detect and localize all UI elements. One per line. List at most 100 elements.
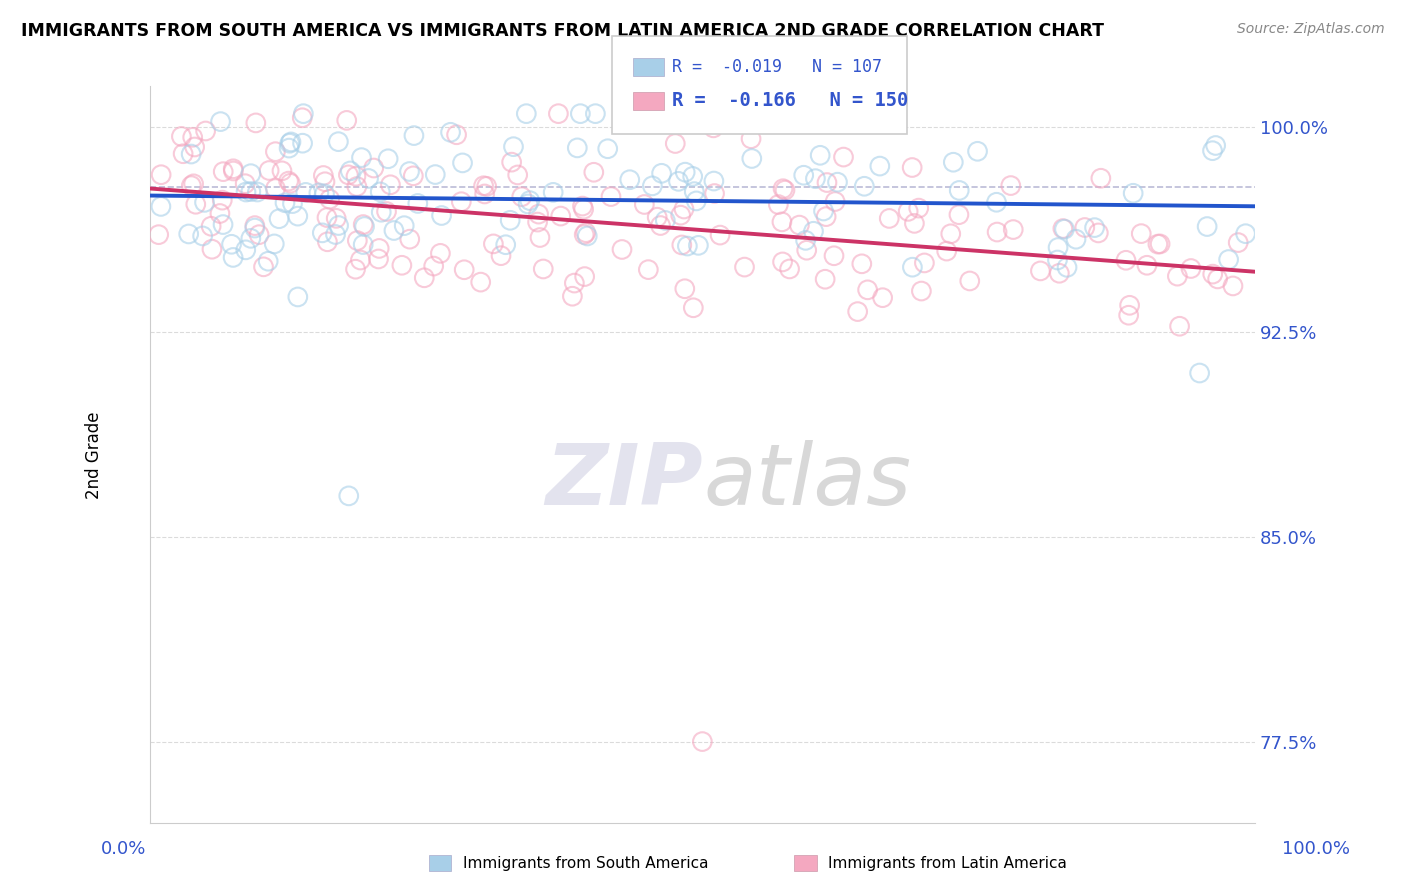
- Point: [815, 210, 838, 224]
- Point: [1201, 144, 1223, 158]
- Point: [703, 186, 725, 201]
- Point: [183, 177, 205, 191]
- Point: [654, 213, 676, 227]
- Point: [328, 135, 350, 149]
- Point: [222, 161, 245, 176]
- Point: [280, 176, 302, 190]
- Point: [1029, 264, 1052, 278]
- Point: [243, 219, 266, 233]
- Point: [633, 197, 655, 211]
- Point: [429, 246, 451, 260]
- Point: [475, 179, 498, 194]
- Text: ZIP: ZIP: [546, 440, 703, 524]
- Point: [245, 116, 267, 130]
- Point: [325, 211, 347, 226]
- Point: [948, 183, 970, 197]
- Point: [582, 165, 605, 179]
- Point: [247, 227, 270, 242]
- Point: [772, 182, 794, 196]
- Point: [287, 209, 309, 223]
- Point: [832, 150, 855, 164]
- Point: [294, 186, 316, 200]
- Point: [377, 152, 399, 166]
- Point: [280, 135, 302, 149]
- Point: [703, 174, 725, 188]
- Point: [793, 168, 815, 182]
- Point: [529, 230, 551, 244]
- Point: [450, 194, 472, 209]
- Point: [1197, 219, 1219, 234]
- Point: [815, 176, 838, 190]
- Point: [368, 242, 391, 256]
- Point: [901, 260, 924, 275]
- Point: [380, 178, 402, 192]
- Point: [406, 196, 429, 211]
- Point: [357, 171, 380, 186]
- Point: [398, 164, 420, 178]
- Point: [576, 229, 599, 244]
- Point: [789, 218, 811, 232]
- Point: [1052, 221, 1074, 235]
- Point: [316, 211, 339, 225]
- Point: [222, 251, 245, 265]
- Point: [804, 171, 827, 186]
- Point: [453, 262, 475, 277]
- Point: [172, 146, 194, 161]
- Point: [824, 194, 846, 209]
- Point: [1180, 261, 1202, 276]
- Point: [547, 106, 569, 120]
- Point: [550, 209, 572, 223]
- Text: atlas: atlas: [703, 440, 911, 524]
- Point: [430, 209, 453, 223]
- Point: [741, 152, 763, 166]
- Point: [575, 226, 598, 240]
- Point: [692, 734, 714, 748]
- Point: [352, 218, 374, 232]
- Point: [149, 199, 172, 213]
- Point: [672, 202, 695, 216]
- Point: [278, 141, 301, 155]
- Point: [740, 132, 762, 146]
- Point: [170, 129, 193, 144]
- Point: [292, 106, 315, 120]
- Point: [1090, 171, 1112, 186]
- Point: [239, 185, 262, 199]
- Point: [243, 221, 266, 235]
- Point: [246, 185, 269, 199]
- Point: [311, 226, 333, 240]
- Point: [184, 197, 207, 211]
- Point: [352, 237, 374, 252]
- Point: [501, 155, 523, 169]
- Point: [823, 249, 845, 263]
- Point: [1202, 267, 1225, 281]
- Text: Source: ZipAtlas.com: Source: ZipAtlas.com: [1237, 22, 1385, 37]
- Text: R =  -0.019   N = 107: R = -0.019 N = 107: [672, 58, 882, 76]
- Point: [1130, 227, 1153, 241]
- Point: [1188, 366, 1211, 380]
- Point: [363, 161, 385, 175]
- Point: [846, 304, 869, 318]
- Point: [1136, 258, 1159, 272]
- Point: [571, 199, 593, 213]
- Point: [682, 169, 704, 184]
- Point: [683, 185, 706, 199]
- Point: [650, 219, 672, 233]
- Point: [651, 166, 673, 180]
- Point: [1074, 220, 1097, 235]
- Point: [1218, 252, 1240, 267]
- Point: [1047, 240, 1070, 254]
- Point: [425, 168, 447, 182]
- Point: [676, 239, 699, 253]
- Point: [948, 208, 970, 222]
- Point: [180, 147, 202, 161]
- Point: [346, 179, 368, 194]
- Point: [1047, 266, 1070, 280]
- Point: [235, 243, 257, 257]
- Point: [208, 206, 231, 220]
- Point: [869, 159, 891, 173]
- Point: [368, 185, 391, 199]
- Point: [339, 164, 361, 178]
- Point: [316, 235, 339, 249]
- Point: [291, 111, 314, 125]
- Point: [472, 178, 495, 193]
